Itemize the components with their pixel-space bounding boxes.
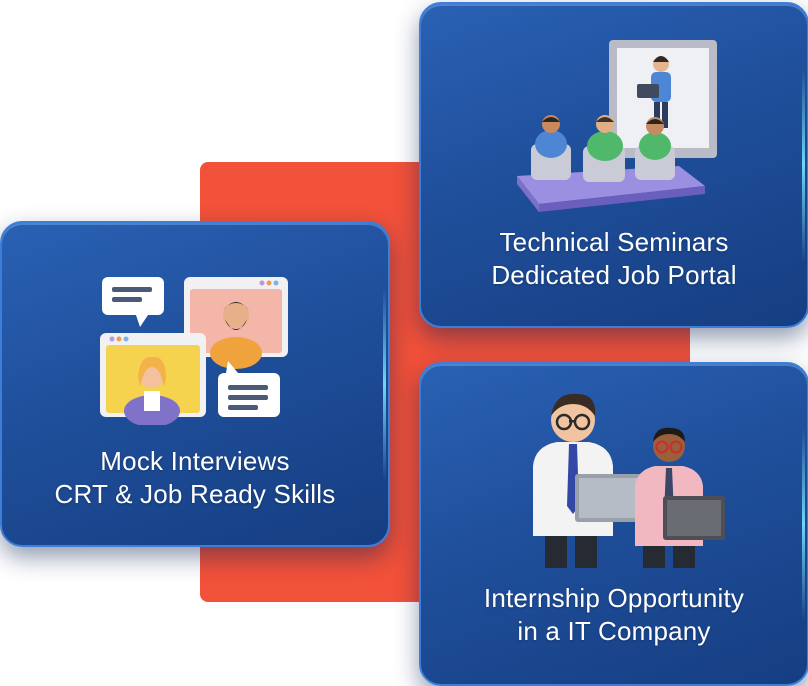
feature-card-technical-seminars: Technical Seminars Dedicated Job Portal (419, 2, 808, 328)
card-title: Internship Opportunity in a IT Company (421, 582, 807, 648)
video-call-interview-icon (98, 275, 288, 427)
card-title: Technical Seminars Dedicated Job Portal (421, 226, 807, 292)
professionals-with-laptops-icon (517, 386, 727, 570)
feature-card-mock-interviews: Mock Interviews CRT & Job Ready Skills (0, 221, 390, 547)
card-title-line-2: in a IT Company (517, 616, 711, 646)
card-title: Mock Interviews CRT & Job Ready Skills (2, 445, 388, 511)
card-title-line-1: Mock Interviews (100, 446, 290, 476)
card-title-line-2: Dedicated Job Portal (491, 260, 737, 290)
card-title-line-2: CRT & Job Ready Skills (54, 479, 336, 509)
card-title-line-1: Technical Seminars (499, 227, 729, 257)
feature-card-internship-opportunity: Internship Opportunity in a IT Company (419, 362, 808, 686)
seminar-presentation-icon (509, 36, 719, 216)
card-title-line-1: Internship Opportunity (483, 583, 745, 613)
